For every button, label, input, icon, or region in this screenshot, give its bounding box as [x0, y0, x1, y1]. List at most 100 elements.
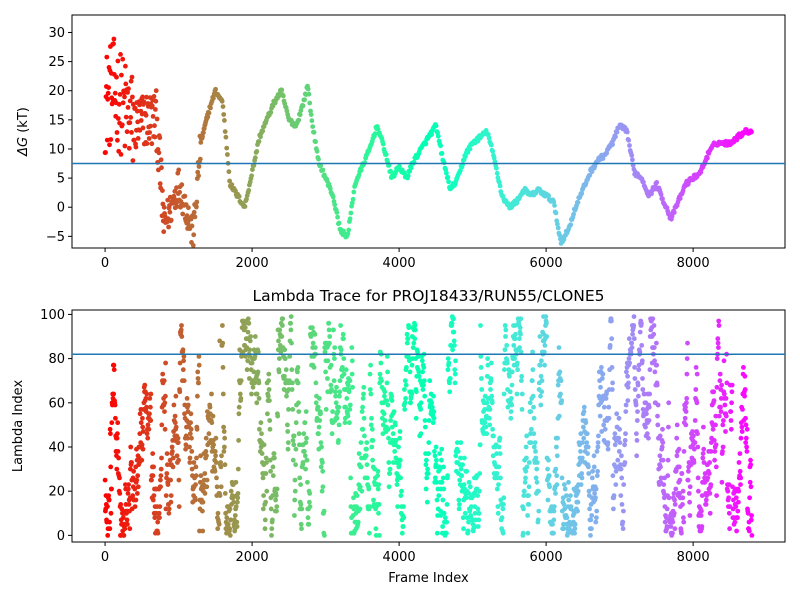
lambda-point — [338, 347, 344, 353]
lambda-point — [296, 409, 302, 414]
lambda-point — [631, 336, 637, 342]
delta-g-point — [125, 105, 131, 110]
lambda-point — [657, 433, 663, 439]
lambda-point — [717, 378, 723, 384]
lambda-point — [682, 415, 688, 421]
delta-g-point — [153, 88, 159, 94]
lambda-point — [654, 362, 660, 368]
lambda-point — [711, 438, 717, 443]
lambda-point — [701, 446, 707, 452]
delta-g-point — [491, 155, 497, 161]
lambda-point — [686, 468, 691, 474]
lambda-point — [183, 442, 189, 448]
lambda-point — [452, 371, 458, 377]
lambda-point — [152, 515, 158, 521]
lambda-point — [268, 506, 274, 512]
lambda-point — [207, 404, 213, 410]
lambda-point — [262, 517, 268, 523]
lambda-point — [331, 378, 337, 384]
lambda-point — [434, 530, 440, 536]
delta-g-point — [131, 137, 137, 143]
lambda-point — [177, 360, 183, 366]
delta-g-point — [252, 155, 258, 161]
lambda-point — [475, 506, 481, 512]
lambda-point — [658, 475, 664, 481]
lambda-point — [272, 455, 277, 461]
lambda-point — [188, 411, 194, 417]
delta-g-point — [115, 116, 121, 121]
lambda-point — [333, 393, 338, 399]
lambda-point — [296, 400, 301, 406]
lambda-point — [364, 446, 369, 452]
lambda-point — [124, 517, 130, 523]
lambda-point — [168, 493, 174, 498]
lambda-point — [361, 415, 367, 421]
lambda-point — [418, 400, 424, 406]
lambda-point — [652, 358, 657, 364]
lambda-point — [488, 378, 494, 384]
lambda-point — [412, 336, 418, 342]
lambda-point — [235, 466, 241, 472]
lambda-point — [293, 446, 299, 452]
lambda-point — [661, 482, 667, 487]
lambda-point — [685, 340, 690, 346]
lambda-point — [512, 356, 517, 361]
lambda-point — [209, 420, 215, 426]
lambda-point — [395, 504, 400, 509]
lambda-point — [125, 486, 131, 492]
lambda-point — [714, 384, 720, 390]
lambda-point — [275, 413, 281, 419]
lambda-point — [508, 409, 514, 414]
delta-g-point — [105, 90, 111, 96]
delta-g-point — [197, 156, 203, 162]
lambda-point — [287, 354, 293, 359]
delta-g-point — [349, 200, 355, 206]
lambda-point — [501, 502, 506, 507]
lambda-point — [382, 389, 388, 395]
lambda-point — [359, 488, 365, 494]
lambda-point — [747, 495, 752, 501]
lambda-point — [728, 418, 734, 423]
delta-g-point — [120, 100, 126, 106]
lambda-point — [477, 471, 483, 476]
lambda-point — [742, 393, 747, 399]
delta-g-y-ticks: −5 0 5 10 15 20 25 30 — [46, 26, 72, 245]
lambda-point — [361, 384, 367, 390]
lambda-point — [551, 517, 557, 523]
lambda-point — [539, 358, 544, 364]
lambda-point — [301, 431, 307, 437]
lambda-point — [212, 468, 218, 474]
lambda-point — [341, 371, 347, 377]
lambda-point — [575, 508, 580, 514]
lambda-point — [523, 475, 528, 481]
lambda-point — [424, 499, 430, 505]
lambda-point — [602, 426, 608, 432]
lambda-point — [218, 484, 224, 490]
delta-g-point — [130, 158, 136, 164]
lambda-point — [632, 387, 638, 392]
lambda-point — [323, 407, 329, 412]
lambda-point — [373, 526, 379, 532]
delta-g-point — [408, 165, 414, 171]
lambda-point — [691, 433, 696, 439]
lambda-point — [108, 431, 113, 437]
lambda-point — [736, 460, 742, 465]
lambda-point — [277, 356, 282, 361]
lambda-point — [402, 387, 407, 392]
lambda-point — [551, 530, 556, 536]
lambda-point — [163, 493, 169, 498]
lambda-point — [748, 457, 753, 463]
lambda-point — [617, 440, 623, 445]
delta-g-point — [160, 188, 165, 194]
lambda-point — [179, 323, 184, 328]
delta-g-point — [172, 188, 178, 194]
lambda-point — [639, 320, 644, 326]
lambda-point — [484, 431, 490, 437]
lambda-point — [244, 367, 250, 373]
lambda-point — [270, 464, 276, 470]
lambda-point — [349, 358, 355, 364]
lambda-point — [357, 484, 363, 490]
lambda-point — [524, 464, 530, 470]
lambda-point — [529, 426, 534, 432]
delta-g-point — [260, 128, 266, 134]
